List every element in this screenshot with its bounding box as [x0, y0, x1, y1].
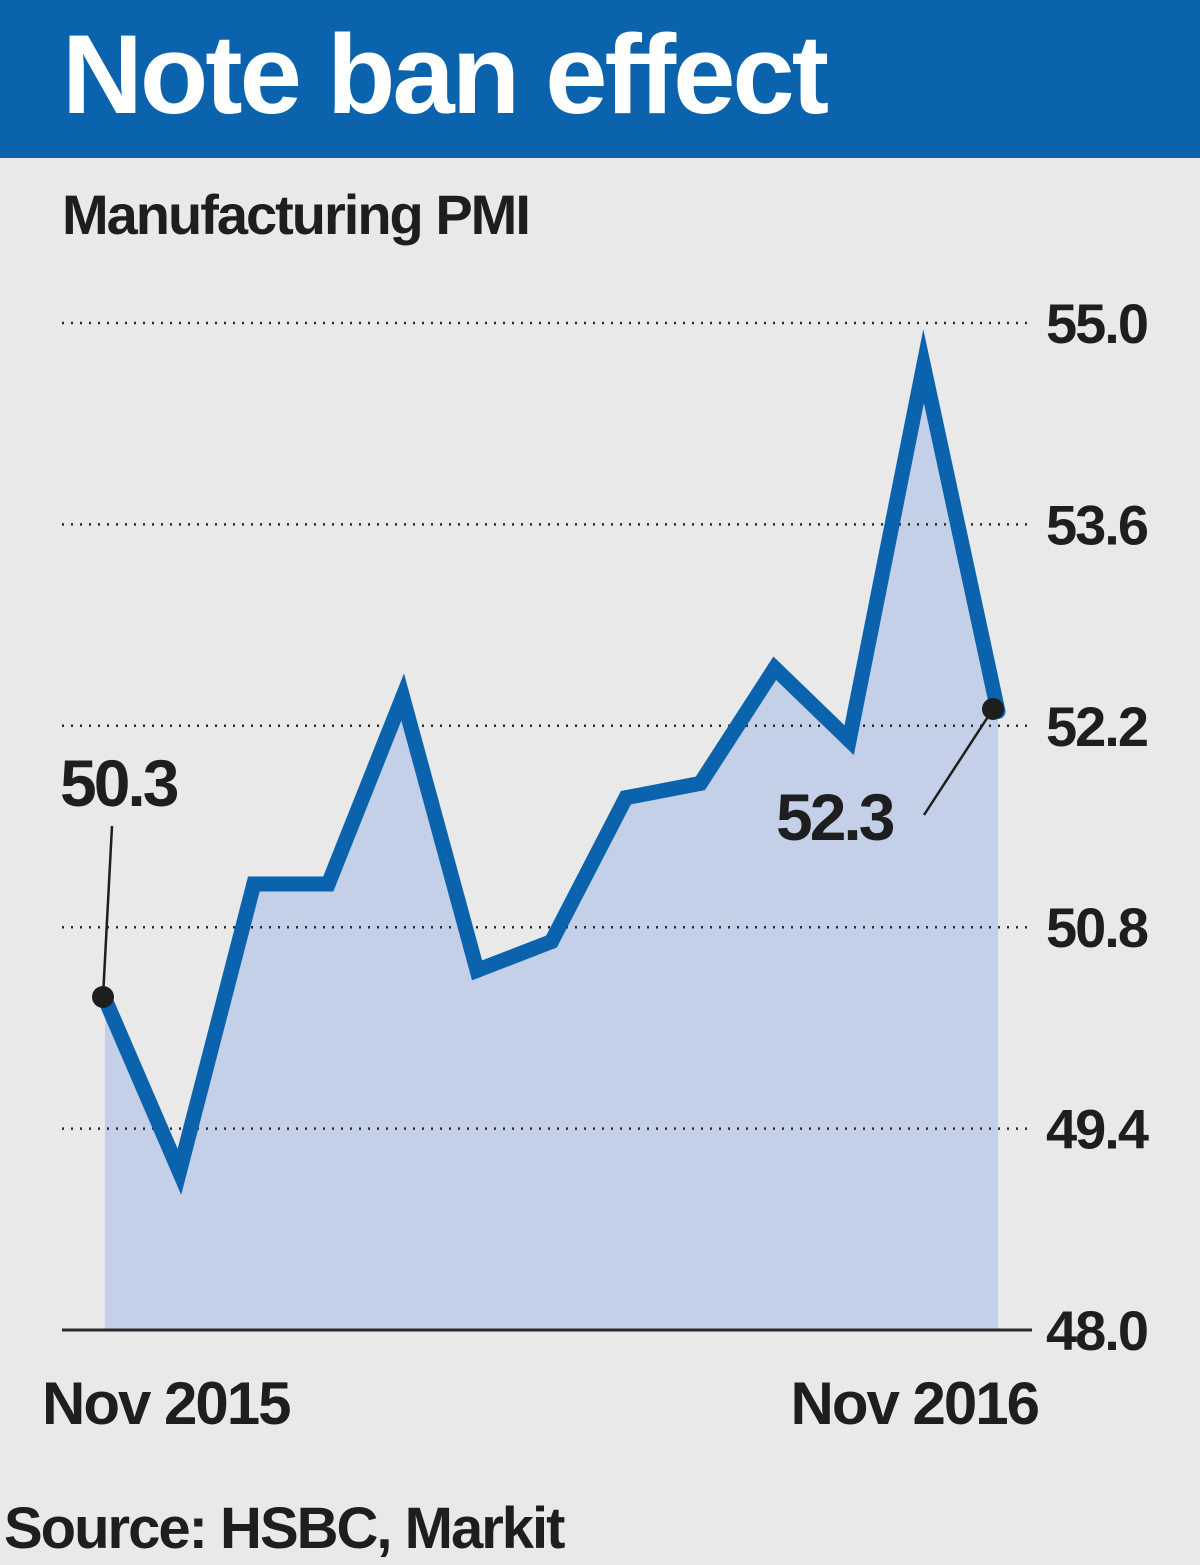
- annotation-dot: [982, 698, 1004, 720]
- y-tick-label: 48.0: [1046, 1299, 1147, 1362]
- x-tick-label: Nov 2016: [791, 1370, 1039, 1437]
- data-point: [171, 1164, 187, 1180]
- data-point: [841, 732, 857, 748]
- chart-subtitle: Manufacturing PMI: [62, 183, 531, 246]
- data-point: [320, 876, 336, 892]
- data-point: [246, 876, 262, 892]
- header-banner: Note ban effect: [0, 0, 1200, 158]
- area-fill: [105, 366, 998, 1331]
- data-point: [692, 775, 708, 791]
- data-point: [469, 962, 485, 978]
- y-tick-label: 55.0: [1046, 292, 1147, 355]
- data-point: [618, 790, 634, 806]
- source-note: Source: HSBC, Markit: [4, 1496, 565, 1561]
- annotation-dot: [92, 986, 114, 1008]
- annotation-label: 50.3: [60, 746, 178, 820]
- y-tick-label: 52.2: [1046, 695, 1147, 758]
- annotation-leader: [101, 825, 114, 998]
- data-point: [544, 934, 559, 950]
- y-tick-label: 53.6: [1046, 493, 1148, 556]
- data-point: [395, 689, 411, 705]
- annotation-label: 52.3: [776, 780, 894, 854]
- data-point: [767, 660, 783, 676]
- annotation-leader: [922, 708, 995, 816]
- y-tick-label: 49.4: [1046, 1098, 1149, 1161]
- y-tick-label: 50.8: [1046, 896, 1148, 959]
- x-tick-label: Nov 2015: [42, 1370, 290, 1437]
- data-point: [916, 358, 932, 374]
- chart-title: Note ban effect: [62, 12, 829, 137]
